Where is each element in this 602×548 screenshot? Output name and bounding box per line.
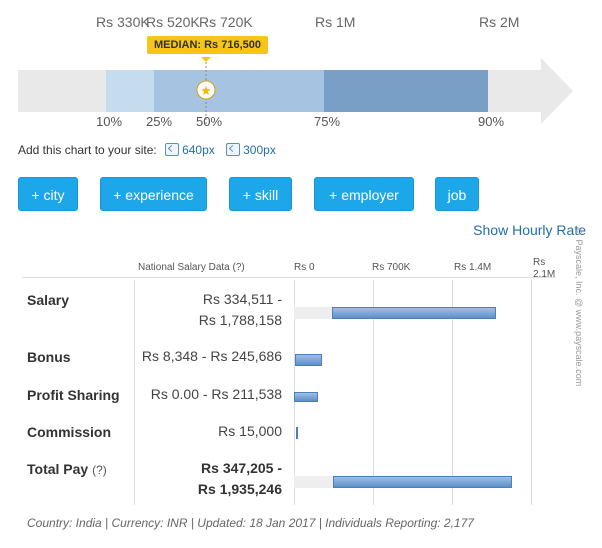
bar-track <box>294 307 334 319</box>
tick-label: Rs 0 <box>294 262 315 273</box>
row-label-commission: Commission <box>27 424 112 440</box>
embed-640-link[interactable]: 640px <box>165 143 218 157</box>
add-experience-button[interactable]: + experience <box>100 177 207 211</box>
bonus-bar[interactable] <box>294 354 322 366</box>
row-label-salary: Salary <box>27 292 70 308</box>
band-75-90 <box>324 70 488 112</box>
scale-label: Rs 720K <box>199 14 253 30</box>
percentile-label: 90% <box>478 114 505 129</box>
row-label-total-pay: Total Pay (?) <box>27 461 107 477</box>
embed-code-icon <box>226 143 241 156</box>
star-icon: ★ <box>200 84 212 99</box>
band-10-25 <box>106 70 154 112</box>
scale-label: Rs 330K <box>96 14 150 30</box>
footer-info: Country: India | Currency: INR | Updated… <box>27 516 474 530</box>
tick-label: Rs 2.1M <box>533 257 556 280</box>
table-column-header: National Salary Data (?) <box>138 262 245 273</box>
help-icon[interactable]: (?) <box>92 463 107 477</box>
help-icon[interactable]: (?) <box>232 262 245 273</box>
scale-label: Rs 1M <box>315 14 356 30</box>
range-chart-svg: ★ <box>18 58 573 124</box>
embed-code-icon <box>165 143 180 156</box>
median-badge-pointer <box>201 57 211 62</box>
total-pay-bar[interactable] <box>333 476 513 488</box>
tick-label: Rs 1.4M <box>454 262 492 273</box>
row-label-profit-sharing: Profit Sharing <box>27 387 120 403</box>
payscale-watermark: © Payscale, Inc. @ www.payscale.com <box>574 227 584 387</box>
row-range-commission: Rs 15,000 <box>218 423 282 439</box>
job-button[interactable]: job <box>435 177 479 211</box>
gridline <box>452 280 453 505</box>
embed-300-link[interactable]: 300px <box>226 143 276 157</box>
row-range-total-pay: Rs 347,205 - Rs 1,935,246 <box>197 460 282 497</box>
add-skill-button[interactable]: + skill <box>229 177 292 211</box>
commission-bar[interactable] <box>295 427 298 439</box>
header-divider <box>22 277 556 278</box>
bar-track <box>294 476 336 488</box>
row-range-bonus: Rs 8,348 - Rs 245,686 <box>141 348 282 364</box>
add-employer-button[interactable]: + employer <box>314 177 414 211</box>
median-label: MEDIAN: Rs 716,500 <box>154 39 261 51</box>
percentile-label: 25% <box>146 114 173 129</box>
band-25-75 <box>154 70 324 112</box>
row-range-profit-sharing: Rs 0.00 - Rs 211,538 <box>150 386 282 402</box>
tick-label: Rs 700K <box>372 262 411 273</box>
embed-row: Add this chart to your site: 640px 300px <box>18 143 276 157</box>
salary-bar[interactable] <box>331 307 496 319</box>
percentile-label: 10% <box>96 114 123 129</box>
gridline <box>531 280 532 505</box>
profit-sharing-bar[interactable] <box>294 392 318 402</box>
scale-label: Rs 2M <box>479 14 520 30</box>
show-hourly-rate-link[interactable]: Show Hourly Rate <box>473 222 586 238</box>
add-city-button[interactable]: + city <box>18 177 78 211</box>
percentile-label: 50% <box>196 114 223 129</box>
median-badge: MEDIAN: Rs 716,500 <box>147 36 268 54</box>
row-label-bonus: Bonus <box>27 349 71 365</box>
row-range-salary: Rs 334,511 - Rs 1,788,158 <box>198 291 282 328</box>
column-divider <box>134 280 135 505</box>
scale-label: Rs 520K <box>146 14 200 30</box>
gridline <box>373 280 374 505</box>
percentile-label: 75% <box>314 114 341 129</box>
median-marker <box>196 80 216 100</box>
embed-text: Add this chart to your site: <box>18 143 157 157</box>
